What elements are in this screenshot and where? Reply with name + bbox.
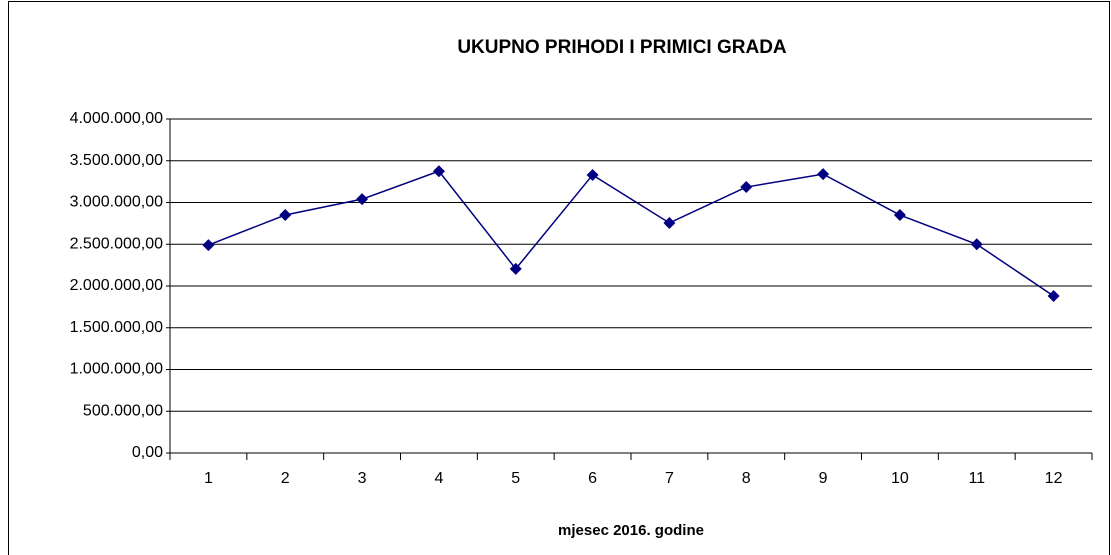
data-point bbox=[663, 216, 676, 229]
x-tick-label: 2 bbox=[281, 470, 290, 487]
y-tick-label: 2.000.000,00 bbox=[70, 277, 164, 294]
chart-title: UKUPNO PRIHODI I PRIMICI GRADA bbox=[457, 37, 787, 58]
data-point bbox=[356, 193, 369, 206]
data-point bbox=[893, 209, 906, 222]
x-tick-label: 7 bbox=[665, 470, 674, 487]
data-point bbox=[740, 181, 753, 194]
x-tick-label: 3 bbox=[358, 470, 367, 487]
x-axis-label: mjesec 2016. godine bbox=[558, 522, 704, 539]
x-tick-label: 6 bbox=[588, 470, 597, 487]
data-point bbox=[202, 239, 215, 252]
y-tick-label: 3.000.000,00 bbox=[70, 194, 164, 211]
data-point bbox=[970, 238, 983, 251]
y-tick-label: 1.000.000,00 bbox=[70, 361, 164, 378]
y-tick-label: 2.500.000,00 bbox=[70, 235, 164, 252]
y-tick-label: 3.500.000,00 bbox=[70, 152, 164, 169]
chart-frame bbox=[8, 1, 1110, 555]
x-tick-label: 11 bbox=[968, 470, 985, 487]
series-line bbox=[208, 170, 1055, 297]
x-tick-label: 10 bbox=[891, 470, 909, 487]
data-point bbox=[279, 209, 292, 222]
data-point bbox=[817, 168, 830, 181]
y-tick-label: 4.000.000,00 bbox=[70, 110, 164, 127]
x-tick-label: 4 bbox=[434, 470, 443, 487]
data-point bbox=[1047, 290, 1060, 303]
y-tick-label: 500.000,00 bbox=[83, 402, 163, 419]
data-point bbox=[432, 165, 445, 178]
data-point bbox=[509, 262, 522, 275]
x-tick-label: 9 bbox=[819, 470, 828, 487]
x-tick-label: 1 bbox=[204, 470, 213, 487]
y-tick-label: 0,00 bbox=[132, 444, 163, 461]
x-tick-label: 8 bbox=[742, 470, 751, 487]
y-tick-label: 1.500.000,00 bbox=[70, 319, 164, 336]
x-tick-label: 5 bbox=[511, 470, 520, 487]
x-tick-label: 12 bbox=[1045, 470, 1063, 487]
data-point bbox=[586, 168, 599, 181]
